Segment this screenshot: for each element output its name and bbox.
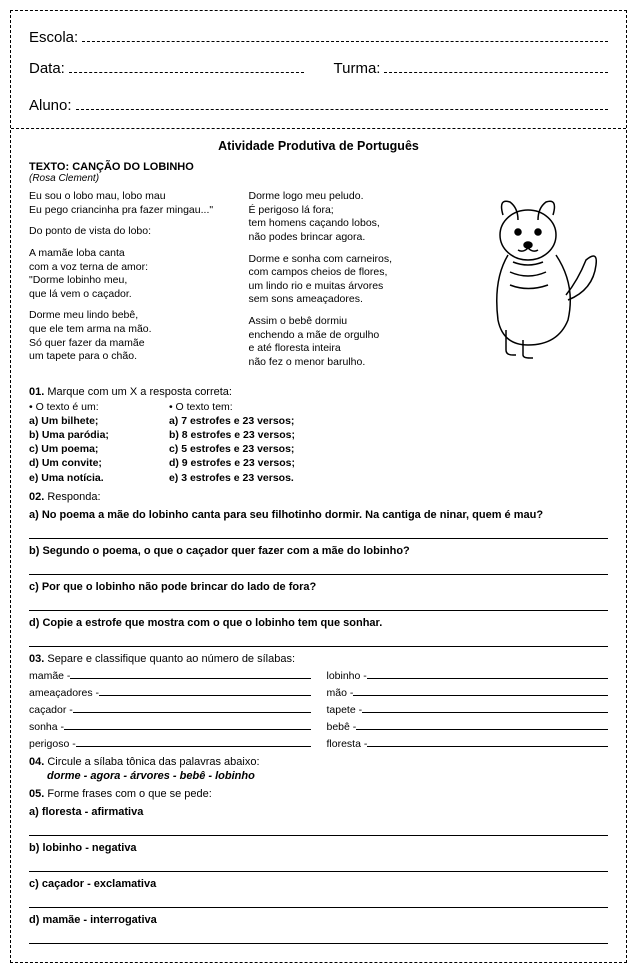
- q05b: b) lobinho - negativa: [29, 842, 608, 854]
- q05: 05. Forme frases com o que se pede:: [29, 788, 608, 800]
- q01-left: • O texto é um: a) Um bilhete; b) Uma pa…: [29, 400, 109, 485]
- opt[interactable]: d) 9 estrofes e 23 versos;: [169, 456, 295, 470]
- text-author: (Rosa Clement): [29, 173, 608, 184]
- stanza: Assim o bebê dormiu enchendo a mãe de or…: [249, 315, 451, 370]
- line-aluno[interactable]: [76, 98, 608, 110]
- q01-num: 01.: [29, 386, 44, 398]
- syl-item: perigoso -: [29, 735, 311, 750]
- opt[interactable]: c) 5 estrofes e 23 versos;: [169, 442, 295, 456]
- poem-col-1: Eu sou o lobo mau, lobo mau Eu pego cria…: [29, 190, 231, 378]
- label-aluno: Aluno:: [29, 97, 72, 114]
- q02b: b) Segundo o poema, o que o caçador quer…: [29, 545, 608, 557]
- line-turma[interactable]: [384, 61, 608, 73]
- opt[interactable]: a) Um bilhete;: [29, 414, 109, 428]
- answer-line[interactable]: [29, 561, 608, 575]
- opt[interactable]: b) Uma paródia;: [29, 428, 109, 442]
- q04-words: dorme - agora - árvores - bebê - lobinho: [47, 770, 608, 782]
- q05c: c) caçador - exclamativa: [29, 878, 608, 890]
- label-escola: Escola:: [29, 29, 78, 46]
- wolf-illustration: [468, 190, 608, 378]
- opt[interactable]: e) 3 estrofes e 23 versos.: [169, 471, 295, 485]
- opt[interactable]: a) 7 estrofes e 23 versos;: [169, 414, 295, 428]
- stanza: Dorme e sonha com carneiros, com campos …: [249, 253, 451, 308]
- field-aluno: Aluno:: [29, 97, 608, 114]
- opt[interactable]: d) Um convite;: [29, 456, 109, 470]
- q01-text: Marque com um X a resposta correta:: [44, 386, 232, 398]
- syl-item: tapete -: [327, 701, 609, 716]
- field-escola: Escola:: [29, 29, 608, 46]
- q02-text: Responda:: [44, 491, 100, 503]
- stanza: A mamãe loba canta com a voz terna de am…: [29, 247, 231, 302]
- poem-col-2: Dorme logo meu peludo. É perigoso lá for…: [249, 190, 451, 378]
- opt[interactable]: e) Uma notícia.: [29, 471, 109, 485]
- poem-area: Eu sou o lobo mau, lobo mau Eu pego cria…: [29, 190, 608, 378]
- q02d: d) Copie a estrofe que mostra com o que …: [29, 617, 608, 629]
- q05a: a) floresta - afirmativa: [29, 806, 608, 818]
- q02c: c) Por que o lobinho não pode brincar do…: [29, 581, 608, 593]
- stanza: Dorme meu lindo bebê, que ele tem arma n…: [29, 309, 231, 364]
- q03: 03. Separe e classifique quanto ao númer…: [29, 653, 608, 665]
- field-turma: Turma:: [334, 60, 609, 77]
- answer-line[interactable]: [29, 633, 608, 647]
- q01-left-head: • O texto é um:: [29, 400, 109, 414]
- answer-line[interactable]: [29, 822, 608, 836]
- q01: 01. Marque com um X a resposta correta:: [29, 386, 608, 398]
- q04-num: 04.: [29, 756, 44, 768]
- answer-line[interactable]: [29, 930, 608, 944]
- q04: 04. Circule a sílaba tônica das palavras…: [29, 756, 608, 768]
- q02a: a) No poema a mãe do lobinho canta para …: [29, 509, 608, 521]
- opt[interactable]: b) 8 estrofes e 23 versos;: [169, 428, 295, 442]
- q01-options: • O texto é um: a) Um bilhete; b) Uma pa…: [29, 400, 608, 485]
- syl-item: caçador -: [29, 701, 311, 716]
- stanza: Eu sou o lobo mau, lobo mau Eu pego cria…: [29, 190, 231, 217]
- q01-right-head: • O texto tem:: [169, 400, 295, 414]
- q02-num: 02.: [29, 491, 44, 503]
- q03-text: Separe e classifique quanto ao número de…: [44, 653, 295, 665]
- syl-item: bebê -: [327, 718, 609, 733]
- text-heading: TEXTO: CANÇÃO DO LOBINHO: [29, 161, 608, 173]
- label-data: Data:: [29, 60, 65, 77]
- header-divider: [11, 128, 626, 129]
- syl-item: sonha -: [29, 718, 311, 733]
- q05d: d) mamãe - interrogativa: [29, 914, 608, 926]
- q03-num: 03.: [29, 653, 44, 665]
- stanza: Do ponto de vista do lobo:: [29, 225, 231, 239]
- line-data[interactable]: [69, 61, 304, 73]
- q05-num: 05.: [29, 788, 44, 800]
- label-turma: Turma:: [334, 60, 381, 77]
- field-data: Data:: [29, 60, 304, 77]
- q02: 02. Responda:: [29, 491, 608, 503]
- q01-right: • O texto tem: a) 7 estrofes e 23 versos…: [169, 400, 295, 485]
- line-escola[interactable]: [82, 30, 608, 42]
- q03-grid: mamãe - lobinho - ameaçadores - mão - ca…: [29, 667, 608, 750]
- worksheet-page: Escola: Data: Turma: Aluno: Atividade Pr…: [10, 10, 627, 963]
- syl-item: lobinho -: [327, 667, 609, 682]
- syl-item: mamãe -: [29, 667, 311, 682]
- answer-line[interactable]: [29, 894, 608, 908]
- answer-line[interactable]: [29, 525, 608, 539]
- q04-text: Circule a sílaba tônica das palavras aba…: [44, 756, 259, 768]
- wolf-icon: [468, 190, 608, 360]
- field-row-data-turma: Data: Turma:: [29, 60, 608, 91]
- opt[interactable]: c) Um poema;: [29, 442, 109, 456]
- syl-item: floresta -: [327, 735, 609, 750]
- syl-item: ameaçadores -: [29, 684, 311, 699]
- worksheet-title: Atividade Produtiva de Português: [29, 139, 608, 153]
- answer-line[interactable]: [29, 858, 608, 872]
- q05-text: Forme frases com o que se pede:: [44, 788, 212, 800]
- syl-item: mão -: [327, 684, 609, 699]
- stanza: Dorme logo meu peludo. É perigoso lá for…: [249, 190, 451, 245]
- answer-line[interactable]: [29, 597, 608, 611]
